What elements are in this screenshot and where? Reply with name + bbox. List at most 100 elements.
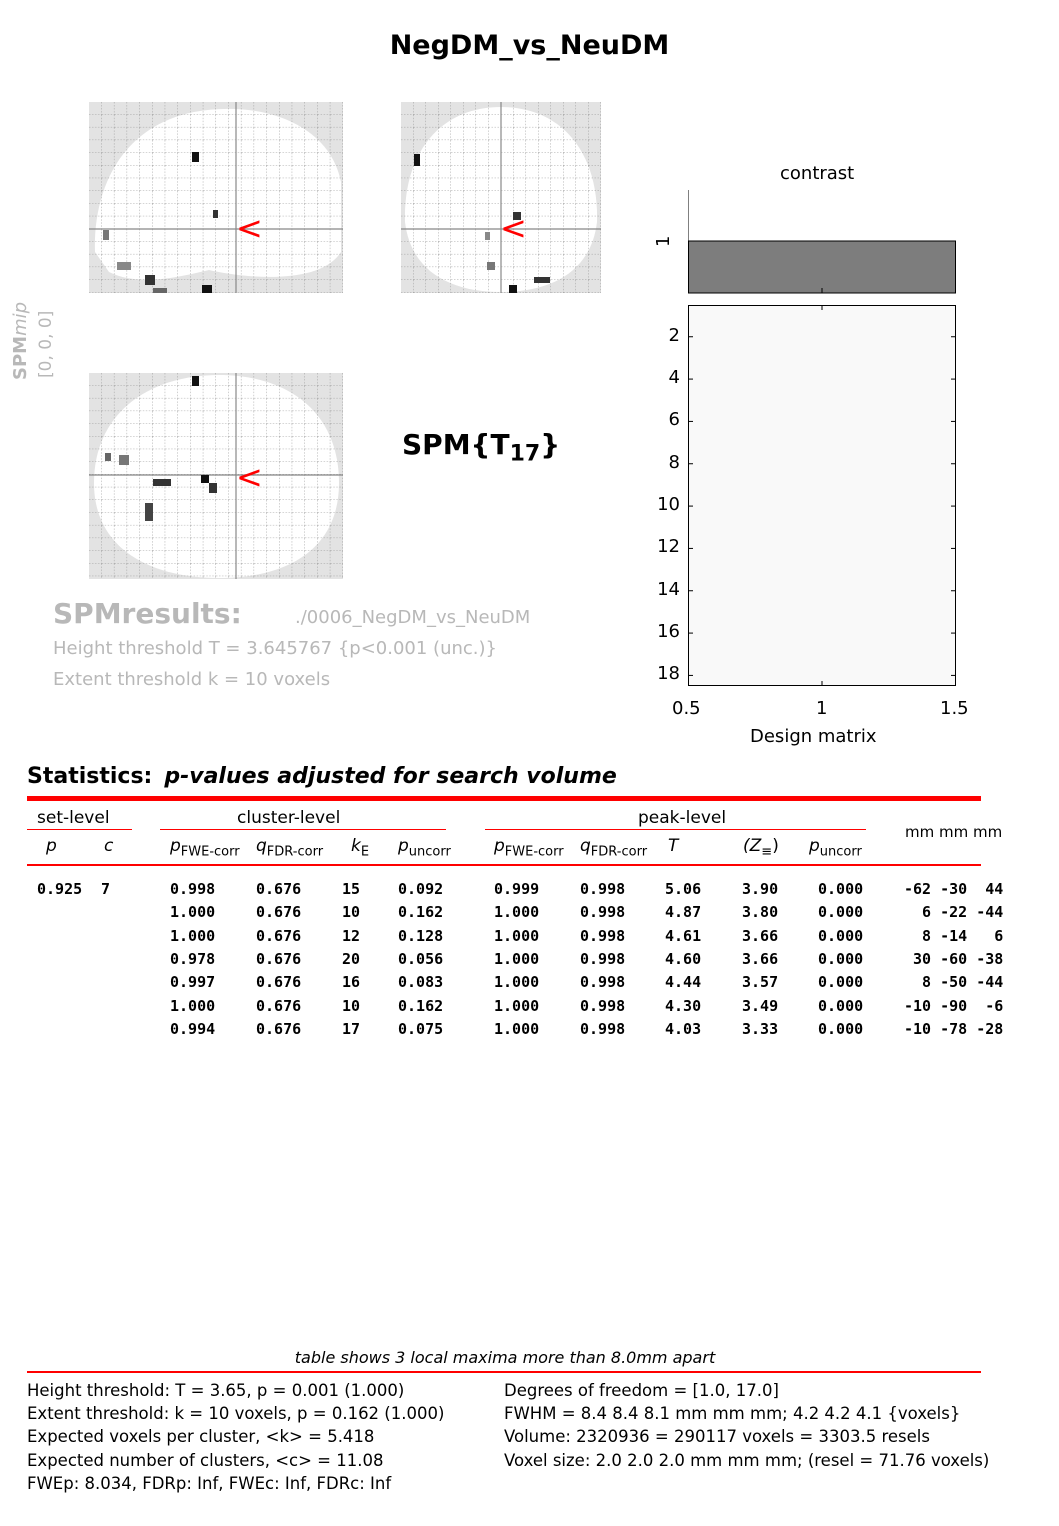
col-cl-punc: puncorr — [398, 836, 451, 860]
table-cell: 0.083 — [398, 973, 444, 992]
table-cell: 1.000 — [170, 926, 216, 945]
table-cell: 1.000 — [494, 1019, 540, 1038]
peak-level-underline — [485, 829, 866, 830]
table-cell: 0.162 — [398, 903, 444, 922]
table-cell: 0.925 — [37, 880, 83, 898]
table-cell: 3.66 — [742, 926, 779, 945]
results-path: ./0006_NegDM_vs_NeuDM — [295, 607, 531, 628]
statistics-table: 0.925 7 0.998 0.676 15 0.092 0.999 0.998 5.06 3.9… — [0, 880, 1059, 1050]
table-cell: 0.998 — [580, 1019, 626, 1038]
table-cell: -62 -30 44 — [904, 880, 1004, 898]
table-cell: 3.80 — [742, 903, 779, 922]
table-cell: 0.676 — [256, 996, 302, 1015]
table-cell: 0.676 — [256, 903, 302, 922]
col-pk-t: T — [668, 836, 679, 856]
contrast-label: contrast — [780, 163, 855, 184]
table-cell: 4.61 — [665, 926, 702, 945]
table-cell: 15 — [342, 880, 361, 898]
table-cell: 4.30 — [665, 996, 702, 1015]
table-cell: 1.000 — [170, 903, 216, 922]
table-cell: 0.000 — [818, 1019, 864, 1038]
col-cl-ke: kE — [351, 836, 370, 860]
page-title: NegDM_vs_NeuDM — [389, 30, 670, 61]
table-cell: 0.128 — [398, 926, 444, 945]
table-cell: 0.000 — [818, 973, 864, 992]
footer-left-2: Expected voxels per cluster, <k> = 5.418 — [27, 1427, 375, 1446]
spm-text: SPM — [10, 336, 31, 380]
col-pk-pfwe: pFWE-corr — [494, 836, 564, 860]
table-cell: 0.994 — [170, 1019, 216, 1038]
cursor-marker-coronal: < — [500, 209, 527, 247]
table-cell: 6 -22 -44 — [904, 903, 1004, 922]
table-cell: 0.000 — [818, 903, 864, 922]
footer-left-4: FWEp: 8.034, FDRp: Inf, FWEc: Inf, FDRc:… — [27, 1474, 392, 1493]
header-set-level: set-level — [37, 808, 110, 828]
design-ytick-7: 16 — [657, 621, 680, 643]
table-cell: 17 — [342, 1019, 361, 1038]
design-ytick-2: 6 — [668, 409, 680, 431]
table-cell: 0.998 — [170, 880, 216, 898]
table-cell: 8 -50 -44 — [904, 973, 1004, 992]
table-cell: 0.978 — [170, 949, 216, 968]
table-cell: -10 -90 -6 — [904, 996, 1004, 1015]
design-ytick-1: 4 — [668, 367, 680, 389]
footer-left-1: Extent threshold: k = 10 voxels, p = 0.1… — [27, 1404, 445, 1423]
results-extent-threshold: Extent threshold k = 10 voxels — [53, 669, 331, 690]
table-cell: 10 — [342, 996, 361, 1015]
spm-mip-label: SPMmip [0, 0, 0] — [4, 290, 56, 380]
footer-left-3: Expected number of clusters, <c> = 11.08 — [27, 1451, 384, 1470]
table-cell: 1.000 — [494, 926, 540, 945]
results-height-threshold: Height threshold T = 3.645767 {p<0.001 (… — [53, 638, 497, 659]
col-pk-punc: puncorr — [809, 836, 862, 860]
table-cell: 0.676 — [256, 973, 302, 992]
table-cell: 0.998 — [580, 880, 626, 898]
contrast-bar — [688, 240, 956, 294]
mip-coords-text: [0, 0, 0] — [36, 311, 56, 378]
table-cell: 3.49 — [742, 996, 779, 1015]
col-set-p: p — [46, 836, 57, 856]
table-cell: 0.997 — [170, 973, 216, 992]
design-xtick-0: 0.5 — [672, 698, 701, 719]
col-cl-pfwe: pFWE-corr — [170, 836, 240, 860]
table-cell: 7 — [101, 880, 111, 898]
table-cell: 10 — [342, 903, 361, 922]
table-cell: 1.000 — [494, 949, 540, 968]
header-peak-level: peak-level — [638, 808, 727, 828]
table-cell: 0.000 — [818, 926, 864, 945]
design-ytick-4: 10 — [657, 494, 680, 516]
design-ytick-6: 14 — [657, 578, 680, 600]
col-set-c: c — [104, 836, 114, 856]
table-cell: 3.66 — [742, 949, 779, 968]
design-matrix-xlabel: Design matrix — [750, 726, 877, 747]
contrast-panel — [687, 190, 956, 294]
table-cell: 3.90 — [742, 880, 779, 898]
table-cell: 0.000 — [818, 949, 864, 968]
table-cell: 0.676 — [256, 880, 302, 898]
design-xtick-1: 1 — [816, 698, 828, 719]
header-underline — [27, 864, 981, 866]
table-cell: 0.056 — [398, 949, 444, 968]
footer-right-2: Volume: 2320936 = 290117 voxels = 3303.5… — [504, 1427, 930, 1446]
footer-right-3: Voxel size: 2.0 2.0 2.0 mm mm mm; (resel… — [504, 1451, 990, 1470]
table-cell: 0.676 — [256, 926, 302, 945]
table-cell: 1.000 — [494, 903, 540, 922]
table-cell: 1.000 — [494, 973, 540, 992]
svg-text:SPMmip: SPMmip — [10, 302, 31, 380]
mip-sagittal-view — [89, 102, 343, 293]
design-ytick-5: 12 — [657, 536, 680, 558]
footer-right-1: FWHM = 8.4 8.4 8.1 mm mm mm; 4.2 4.2 4.1… — [504, 1404, 961, 1423]
header-cluster-level: cluster-level — [237, 808, 341, 828]
table-cell: 0.999 — [494, 880, 540, 898]
mip-text: mip — [10, 302, 31, 336]
table-cell: 8 -14 6 — [904, 926, 1004, 945]
statistics-title: Statistics: p-values adjusted for search … — [27, 764, 617, 789]
table-cell: 5.06 — [665, 880, 702, 898]
table-cell: 0.998 — [580, 973, 626, 992]
table-cell: 30 -60 -38 — [904, 949, 1004, 968]
table-cell: 3.57 — [742, 973, 779, 992]
design-xtick-2: 1.5 — [940, 698, 969, 719]
col-pk-z: (Z≡) — [743, 836, 779, 860]
table-cell: 4.87 — [665, 903, 702, 922]
svg-text:1: 1 — [653, 236, 674, 247]
table-cell: 0.998 — [580, 996, 626, 1015]
